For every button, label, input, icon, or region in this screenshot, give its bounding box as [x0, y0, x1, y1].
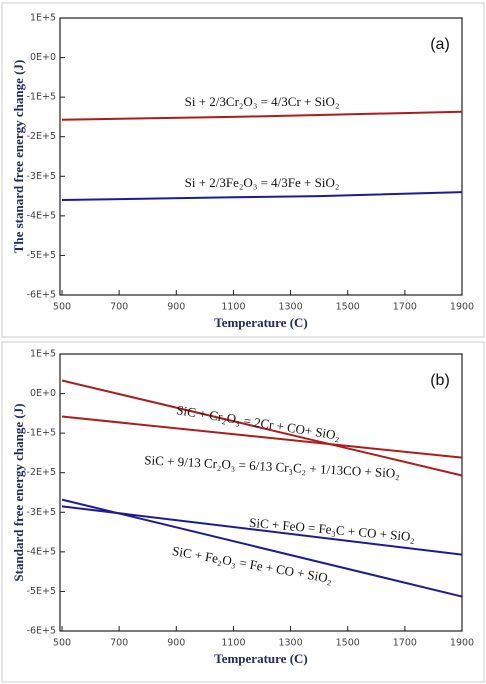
series-line — [61, 191, 463, 202]
y-tick-label: -4E+5 — [27, 546, 56, 557]
y-tick-label: -5E+5 — [27, 586, 56, 597]
y-tick-label: 1E+5 — [30, 13, 56, 24]
series-line — [61, 505, 463, 556]
y-tick-label: 1E+5 — [30, 349, 56, 360]
x-axis-label: Temperature (C) — [214, 651, 308, 666]
line-label: SiC + 9/13 Cr₂O₃ = 6/13 Cr₃C₂ + 1/13CO +… — [144, 452, 400, 480]
x-tick-label: 1700 — [393, 638, 417, 649]
line-label: Si + 2/3Cr₂O₃ = 4/3Cr + SiO₂ — [185, 94, 340, 109]
y-tick-label: 0E+0 — [30, 52, 56, 63]
x-tick-label: 700 — [110, 302, 128, 313]
y-axis-label: Standard free energy change (J) — [11, 403, 26, 581]
line-label: Si + 2/3Fe₂O₃ = 4/3Fe + SiO₂ — [185, 175, 340, 190]
y-tick-label: -1E+5 — [27, 428, 56, 439]
series-line — [61, 498, 463, 598]
plot-frame — [59, 353, 463, 632]
y-tick-label: -2E+5 — [27, 131, 56, 142]
x-tick-label: 1500 — [336, 638, 360, 649]
series-line — [61, 415, 463, 459]
plot-frame — [59, 17, 463, 296]
x-tick-label: 900 — [167, 638, 185, 649]
y-tick-label: -6E+5 — [27, 290, 56, 301]
y-tick-label: -2E+5 — [27, 467, 56, 478]
x-tick-label: 500 — [53, 302, 71, 313]
panel-label: (b) — [430, 372, 450, 389]
x-tick-label: 700 — [110, 638, 128, 649]
x-axis-label: Temperature (C) — [214, 315, 308, 330]
line-label: SiC + Fe₂O₃ = Fe + CO + SiO₂ — [171, 543, 333, 586]
x-tick-label: 1100 — [221, 638, 245, 649]
x-tick-label: 1500 — [336, 302, 360, 313]
series-line — [61, 110, 463, 121]
x-tick-label: 1900 — [450, 302, 474, 313]
y-tick-label: 0E+0 — [30, 388, 56, 399]
panel-frame — [1, 341, 485, 683]
x-tick-label: 500 — [53, 638, 71, 649]
series-line — [61, 379, 463, 477]
panel-label: (a) — [430, 36, 450, 53]
y-tick-label: -3E+5 — [27, 171, 56, 182]
x-tick-label: 1300 — [278, 638, 302, 649]
y-tick-label: -4E+5 — [27, 210, 56, 221]
x-tick-label: 1700 — [393, 302, 417, 313]
x-tick-label: 900 — [167, 302, 185, 313]
y-tick-label: -1E+5 — [27, 92, 56, 103]
y-tick-label: -5E+5 — [27, 250, 56, 261]
panel-frame — [1, 2, 485, 338]
x-tick-label: 1900 — [450, 638, 474, 649]
x-tick-label: 1100 — [221, 302, 245, 313]
y-tick-label: -3E+5 — [27, 507, 56, 518]
y-tick-label: -6E+5 — [27, 626, 56, 637]
x-tick-label: 1300 — [278, 302, 302, 313]
y-axis-label: The stanard free energy change (J) — [11, 60, 26, 254]
